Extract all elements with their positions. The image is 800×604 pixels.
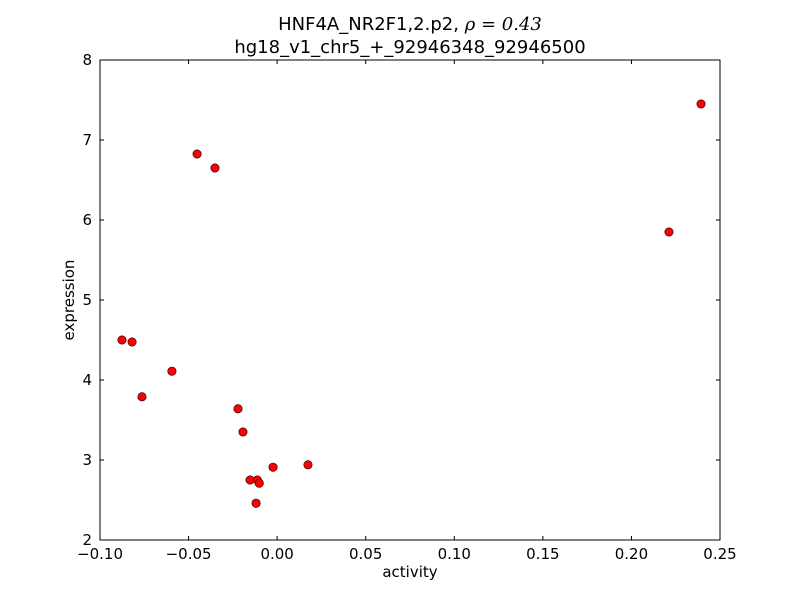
y-tick-label: 5 bbox=[82, 291, 92, 309]
data-point bbox=[167, 366, 177, 376]
x-tick-label: 0.15 bbox=[526, 545, 559, 563]
x-tick-label: 0.00 bbox=[260, 545, 293, 563]
chart-title-rho: ρ = 0.43 bbox=[464, 14, 542, 35]
data-point bbox=[254, 478, 264, 488]
y-tick-label: 6 bbox=[82, 211, 92, 229]
x-tick-label: 0.20 bbox=[615, 545, 648, 563]
y-tick-label: 2 bbox=[82, 531, 92, 549]
data-point bbox=[192, 149, 202, 159]
x-tick-label: 0.10 bbox=[438, 545, 471, 563]
data-point bbox=[210, 163, 220, 173]
plot-area-frame bbox=[99, 59, 721, 541]
x-tick-label: −0.10 bbox=[77, 545, 123, 563]
y-tick-label: 8 bbox=[82, 51, 92, 69]
y-tick-label: 7 bbox=[82, 131, 92, 149]
data-point bbox=[127, 337, 137, 347]
y-tick-label: 3 bbox=[82, 451, 92, 469]
data-point bbox=[233, 404, 243, 414]
data-point bbox=[251, 498, 261, 508]
data-point bbox=[664, 227, 674, 237]
x-tick-label: −0.05 bbox=[166, 545, 212, 563]
y-axis-label: expression bbox=[60, 260, 78, 341]
data-point bbox=[303, 460, 313, 470]
y-tick-label: 4 bbox=[82, 371, 92, 389]
data-point bbox=[137, 392, 147, 402]
x-tick-label: 0.05 bbox=[349, 545, 382, 563]
x-axis-label: activity bbox=[382, 563, 437, 581]
chart-title-line2: hg18_v1_chr5_+_92946348_92946500 bbox=[234, 37, 585, 58]
chart-title-line1: HNF4A_NR2F1,2.p2, ρ = 0.43 bbox=[278, 14, 542, 35]
data-point bbox=[238, 427, 248, 437]
data-point bbox=[117, 335, 127, 345]
x-tick-label: 0.25 bbox=[703, 545, 736, 563]
data-point bbox=[268, 462, 278, 472]
data-point bbox=[696, 99, 706, 109]
